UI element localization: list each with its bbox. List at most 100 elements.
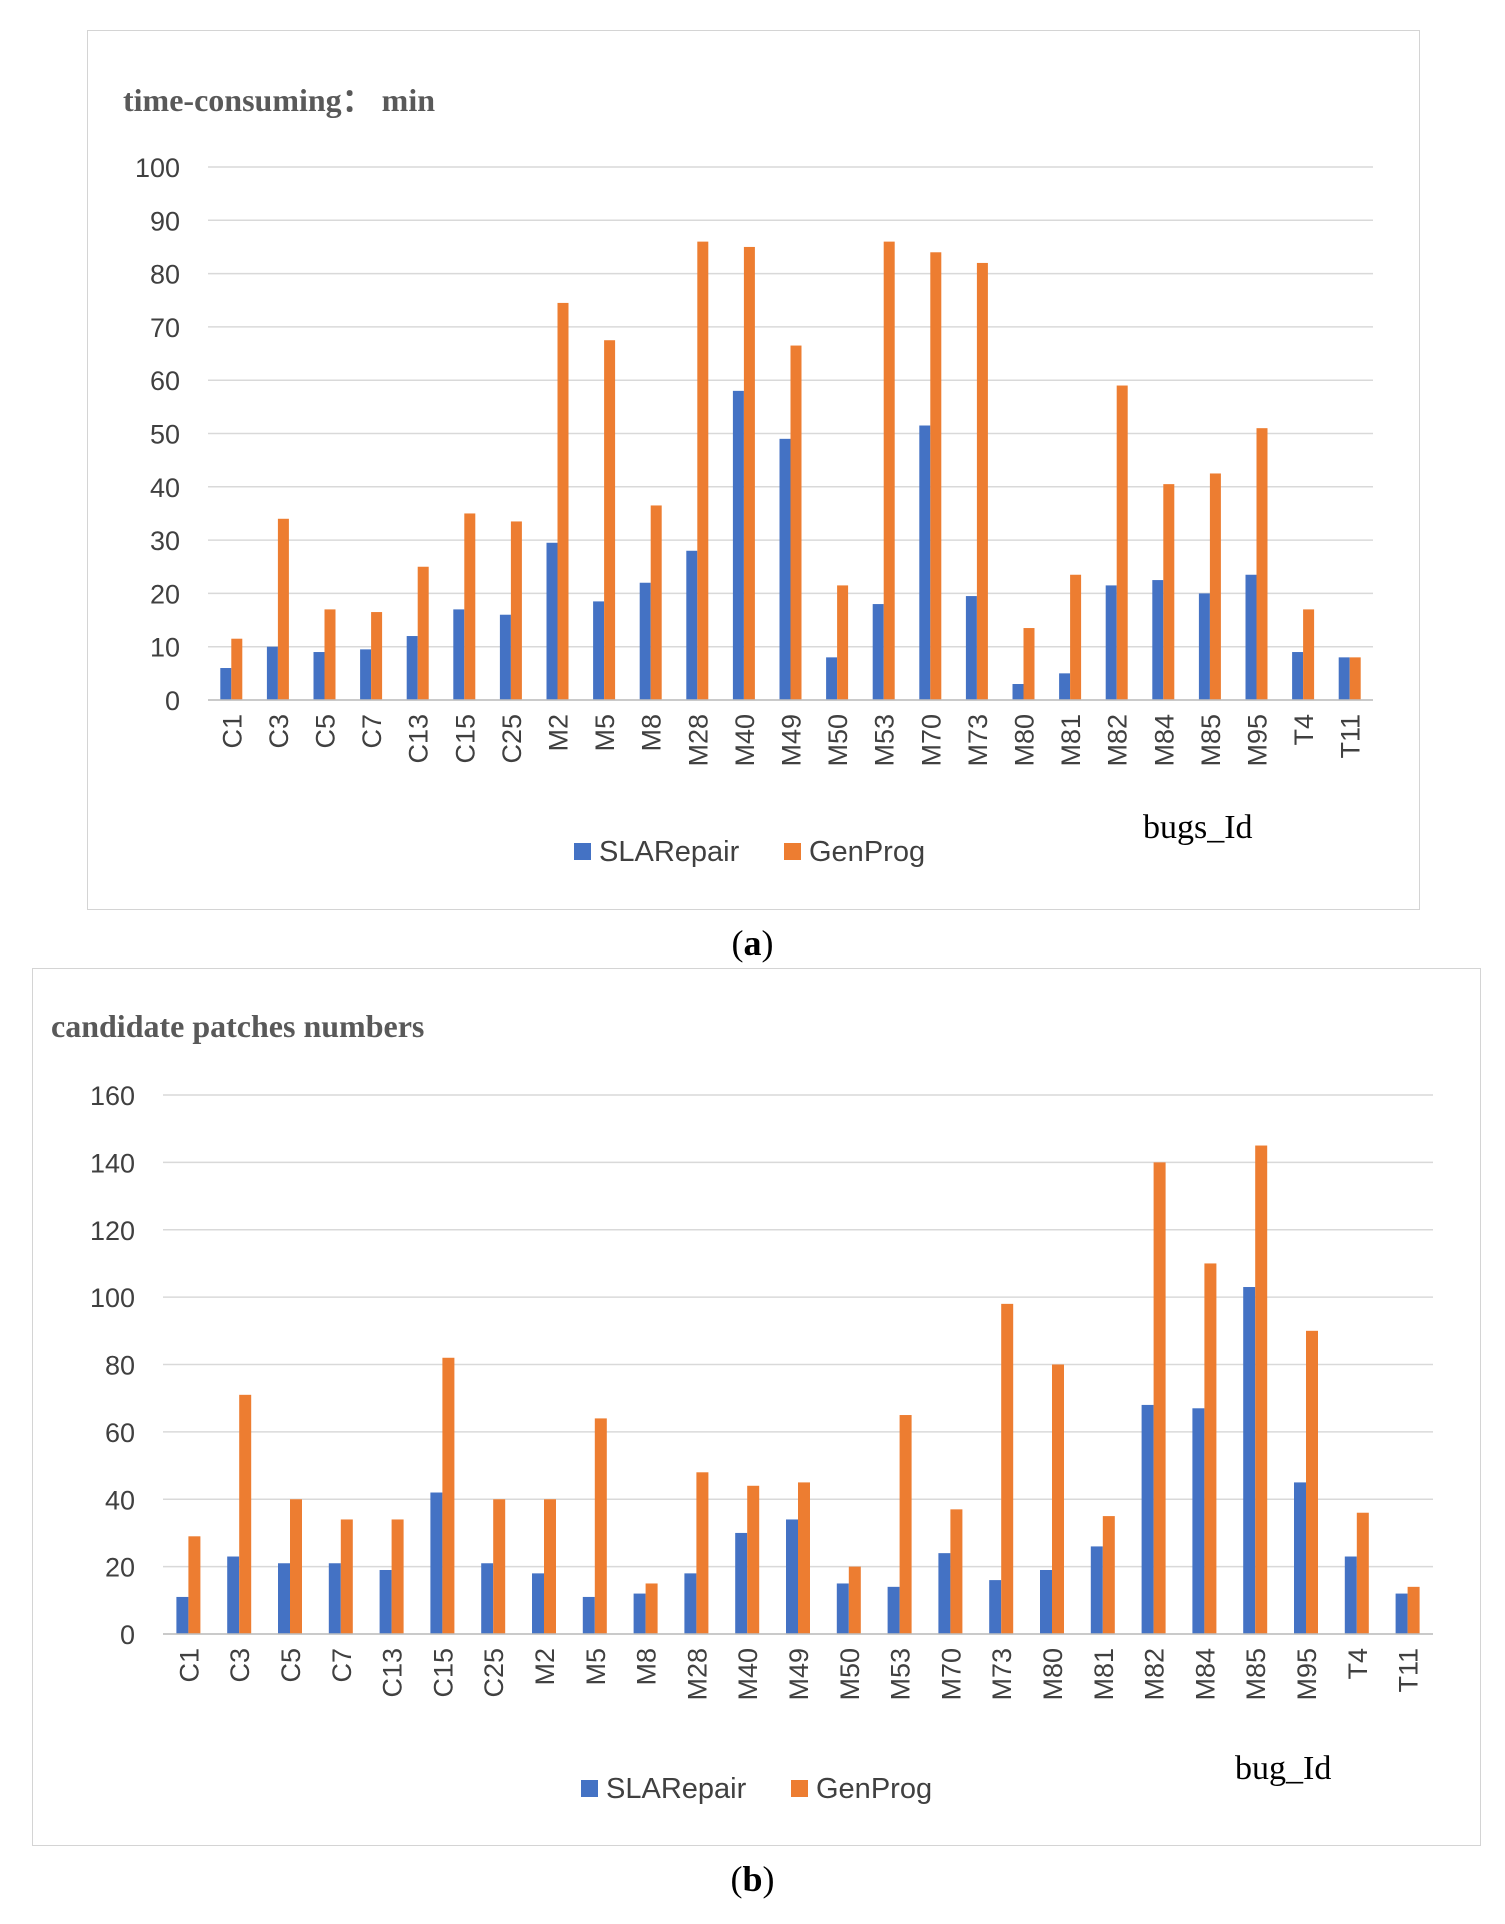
bar-slarepair-c25 — [481, 1563, 494, 1634]
x-tick-label: T4 — [1343, 1648, 1373, 1680]
bar-genprog-m49 — [798, 1482, 810, 1634]
y-tick-label: 160 — [90, 1081, 135, 1111]
x-tick-label: C15 — [450, 714, 480, 764]
bar-slarepair-m28 — [684, 1573, 697, 1634]
x-tick-label: M82 — [1140, 1648, 1170, 1701]
chart-panel-a: time-consuming： min 0 10 20 30 40 50 60 70 80 90 10… — [87, 30, 1420, 910]
legend-label-slarepair: SLARepair — [606, 1773, 747, 1805]
x-tick-label: C3 — [225, 1648, 255, 1683]
bar-slarepair-c5 — [313, 652, 325, 700]
chart-title: candidate patches numbers — [51, 1008, 424, 1044]
bar-genprog-m5 — [594, 1418, 607, 1634]
bar-slarepair-m49 — [786, 1519, 798, 1634]
chart-panel-b: candidate patches numbers 0 20 40 60 80 100 120… — [32, 968, 1481, 1846]
y-tick-label: 0 — [120, 1620, 135, 1650]
bar-genprog-c13 — [391, 1519, 404, 1634]
bar-genprog-c3 — [239, 1394, 252, 1634]
y-tick-label: 20 — [105, 1553, 135, 1583]
bar-slarepair-m85 — [1243, 1287, 1256, 1634]
bar-slarepair-m84 — [1152, 580, 1164, 700]
legend-swatch-genprog — [791, 1780, 808, 1797]
bar-genprog-m81 — [1102, 1516, 1115, 1634]
x-tick-label: M2 — [530, 1648, 560, 1686]
bar-slarepair-m2 — [546, 542, 558, 700]
x-tick-label: M50 — [835, 1648, 865, 1701]
bar-genprog-c15 — [464, 513, 476, 700]
x-tick-label: M84 — [1149, 714, 1179, 767]
legend-label-slarepair: SLARepair — [599, 836, 740, 868]
bar-slarepair-m80 — [1040, 1569, 1052, 1634]
x-tick-label: M81 — [1089, 1648, 1119, 1701]
y-tick-label: 60 — [105, 1418, 135, 1448]
x-tick-label: M5 — [581, 1648, 611, 1686]
y-tick-label: 50 — [150, 420, 180, 450]
bar-genprog-m53 — [883, 241, 895, 700]
x-tick-label: M5 — [590, 714, 620, 752]
x-tick-label: M40 — [730, 714, 760, 767]
bar-slarepair-m95 — [1294, 1482, 1306, 1634]
bar-slarepair-c7 — [360, 649, 372, 700]
bar-slarepair-m50 — [826, 657, 838, 700]
y-tick-label: 40 — [150, 473, 180, 503]
y-tick-label: 20 — [150, 579, 180, 609]
bar-genprog-c25 — [493, 1499, 506, 1634]
y-tick-label: 0 — [165, 686, 180, 716]
bar-genprog-m50 — [837, 585, 849, 700]
bar-genprog-m53 — [899, 1415, 912, 1634]
bar-slarepair-m82 — [1141, 1404, 1154, 1634]
y-tick-label: 120 — [90, 1216, 135, 1246]
x-tick-label: M73 — [963, 714, 993, 767]
bar-slarepair-m40 — [735, 1532, 748, 1634]
x-tick-label: C13 — [378, 1648, 408, 1698]
bar-genprog-m85 — [1255, 1145, 1268, 1634]
bar-slarepair-m73 — [989, 1580, 1002, 1634]
x-tick-label: C5 — [276, 1648, 306, 1683]
bar-genprog-t4 — [1356, 1512, 1369, 1634]
x-tick-label: M84 — [1190, 1648, 1220, 1701]
bar-genprog-m95 — [1256, 428, 1268, 700]
bar-slarepair-t4 — [1292, 652, 1304, 700]
x-tick-label: C7 — [357, 714, 387, 749]
bar-genprog-m8 — [650, 505, 662, 700]
bar-genprog-m5 — [604, 340, 616, 700]
bar-slarepair-m50 — [836, 1583, 849, 1634]
bar-genprog-c15 — [442, 1357, 455, 1634]
x-tick-label: M73 — [987, 1648, 1017, 1701]
bar-genprog-m8 — [645, 1583, 658, 1634]
x-tick-label: M53 — [870, 714, 900, 767]
bar-genprog-c25 — [510, 521, 522, 700]
bar-slarepair-m40 — [732, 390, 744, 700]
x-tick-label: M49 — [777, 714, 807, 767]
bar-genprog-m84 — [1163, 484, 1175, 700]
x-tick-label: M81 — [1056, 714, 1086, 767]
bar-slarepair-m5 — [582, 1596, 595, 1634]
x-tick-label: M8 — [637, 714, 667, 752]
bar-slarepair-m70 — [919, 425, 931, 700]
x-tick-label: M28 — [683, 714, 713, 767]
bar-genprog-m49 — [790, 345, 802, 700]
bar-genprog-t11 — [1349, 657, 1361, 700]
bar-genprog-m2 — [544, 1499, 556, 1634]
x-tick-label: M82 — [1103, 714, 1133, 767]
x-tick-label: M95 — [1243, 714, 1273, 767]
bar-slarepair-c3 — [266, 646, 278, 700]
bar-slarepair-m80 — [1012, 684, 1024, 700]
bar-genprog-c7 — [340, 1519, 353, 1634]
bar-slarepair-t11 — [1395, 1593, 1408, 1634]
y-tick-label: 80 — [150, 260, 180, 290]
bar-slarepair-c1 — [176, 1596, 189, 1634]
bar-slarepair-c3 — [227, 1556, 240, 1634]
bar-slarepair-m81 — [1059, 673, 1071, 700]
x-tick-label: C1 — [217, 714, 247, 749]
x-axis-title: bug_Id — [1235, 1750, 1331, 1787]
caption-a: (a) — [731, 923, 774, 963]
x-tick-label: M49 — [784, 1648, 814, 1701]
bar-slarepair-m49 — [779, 438, 791, 700]
bar-slarepair-c15 — [453, 609, 465, 700]
x-tick-label: M8 — [632, 1648, 662, 1686]
bar-slarepair-t4 — [1344, 1556, 1357, 1634]
bar-genprog-c7 — [371, 612, 383, 700]
bar-genprog-c1 — [188, 1536, 201, 1634]
x-tick-label: T11 — [1336, 714, 1366, 759]
chart-a: time-consuming： min 0 10 20 30 40 50 60 70 80 90 10… — [123, 82, 1373, 868]
